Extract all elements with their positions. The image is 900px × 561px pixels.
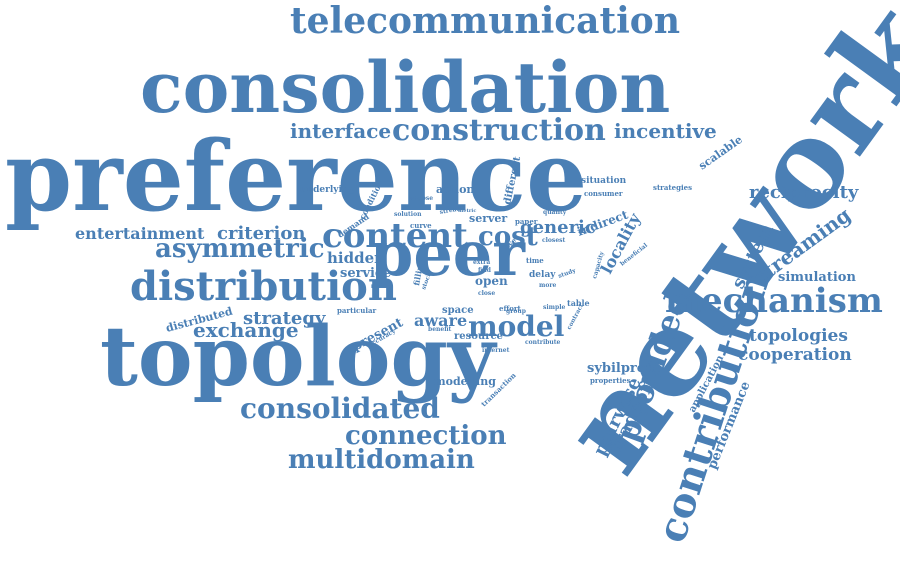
cloud-word-service: service (340, 266, 391, 281)
cloud-word-distribution: distribution (130, 263, 397, 310)
cloud-word-hidden: hidden (327, 249, 385, 267)
cloud-word-closest: closest (542, 237, 566, 244)
cloud-word-reciprocity: reciprocity (749, 182, 859, 203)
cloud-word-generic: generic (520, 217, 596, 238)
cloud-word-exchange: exchange (193, 318, 299, 342)
cloud-word-sybilproof: sybilproof (587, 361, 661, 376)
cloud-word-consumer: consumer (584, 189, 623, 198)
cloud-word-telecommunication: telecommunication (290, 0, 680, 42)
cloud-word-space: space (442, 305, 474, 316)
cloud-word-topologies: topologies (749, 326, 848, 346)
cloud-word-simulation: simulation (778, 270, 856, 285)
cloud-word-simple: simple (543, 304, 565, 311)
cloud-word-criterion: criterion (217, 223, 305, 244)
cloud-word-find: find (478, 267, 492, 274)
cloud-word-peer: peer (370, 217, 526, 290)
cloud-word-table: table (567, 298, 590, 308)
cloud-word-situation: situation (581, 176, 627, 186)
cloud-word-action: action (436, 183, 474, 196)
cloud-word-particular: particular (337, 306, 377, 315)
cloud-word-stream: stream (439, 205, 464, 216)
cloud-word-incentive: incentive (614, 119, 717, 143)
cloud-word-close: close (478, 290, 495, 297)
cloud-word-construction: construction (392, 113, 606, 148)
cloud-word-paper: paper (515, 217, 538, 226)
cloud-word-cost: cost (478, 222, 538, 252)
cloud-word-properties: properties (590, 376, 631, 385)
cloud-word-benefit: benefit (428, 326, 452, 333)
cloud-word-consolidated: consolidated (240, 392, 440, 425)
cloud-word-group: group (506, 308, 526, 315)
cloud-word-entertainment: entertainment (75, 224, 205, 243)
cloud-word-modelling: modelling (434, 375, 496, 388)
cloud-word-model: model (468, 310, 564, 343)
cloud-word-open: open (475, 274, 508, 288)
cloud-word-quality: quality (543, 209, 567, 216)
cloud-word-topology: topology (100, 309, 498, 405)
cloud-word-more: more (539, 282, 557, 289)
cloud-word-server: server (469, 212, 507, 225)
cloud-word-extra: extra (473, 259, 490, 266)
cloud-word-delay: delay (529, 270, 556, 280)
cloud-word-cooperation: cooperation (738, 345, 852, 365)
cloud-word-strategies: strategies (653, 183, 692, 192)
cloud-word-preference: preference (5, 120, 587, 233)
cloud-word-mechanism: mechanism (665, 281, 883, 321)
cloud-word-filling: filling (411, 258, 425, 286)
cloud-word-impose: impose (409, 195, 433, 202)
cloud-word-metric: metric (458, 208, 476, 214)
cloud-word-multidomain: multidomain (288, 445, 475, 475)
cloud-word-contribute: contribute (525, 339, 561, 346)
cloud-word-consolidation: consolidation (140, 46, 670, 129)
cloud-word-strategy: strategy (243, 308, 326, 329)
cloud-word-asymmetric: asymmetric (155, 234, 325, 264)
cloud-word-content: content (322, 216, 468, 256)
cloud-word-interface: interface (290, 119, 391, 143)
cloud-word-curve: curve (410, 221, 432, 230)
cloud-word-connection: connection (345, 421, 507, 451)
cloud-word-solution: solution (394, 211, 422, 218)
cloud-word-resource: resource (454, 331, 503, 342)
cloud-word-internet: internet (482, 347, 510, 354)
cloud-word-underlying: underlying (300, 185, 355, 195)
cloud-word-aware: aware (414, 311, 467, 330)
cloud-word-effort: effort (499, 304, 522, 313)
cloud-word-time: time (526, 256, 544, 265)
